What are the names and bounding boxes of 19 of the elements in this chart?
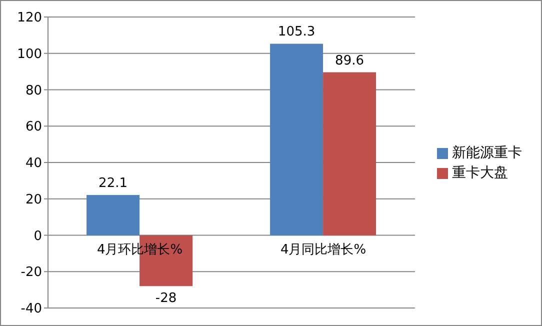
- data-label: -28: [155, 291, 177, 306]
- y-tick-label: 0: [34, 228, 42, 244]
- x-tick-label: 4月同比增长%: [280, 242, 366, 258]
- bar: [323, 72, 376, 236]
- y-tick-label: 100: [17, 46, 42, 62]
- y-tick-label: 80: [25, 83, 42, 98]
- y-tick-label: 120: [17, 10, 42, 26]
- data-label: 89.6: [335, 53, 364, 68]
- data-label: 105.3: [278, 24, 316, 40]
- y-tick-label: -20: [20, 265, 42, 280]
- data-label: 22.1: [98, 176, 128, 192]
- legend-label: 新能源重卡: [452, 145, 522, 161]
- bar: [270, 44, 324, 236]
- y-tick-label: 40: [25, 156, 42, 172]
- y-tick-label: 20: [25, 192, 42, 208]
- bar: [86, 195, 140, 236]
- y-tick-label: -40: [20, 302, 42, 317]
- legend-label: 重卡大盘: [452, 165, 508, 181]
- y-tick-label: 60: [25, 120, 42, 135]
